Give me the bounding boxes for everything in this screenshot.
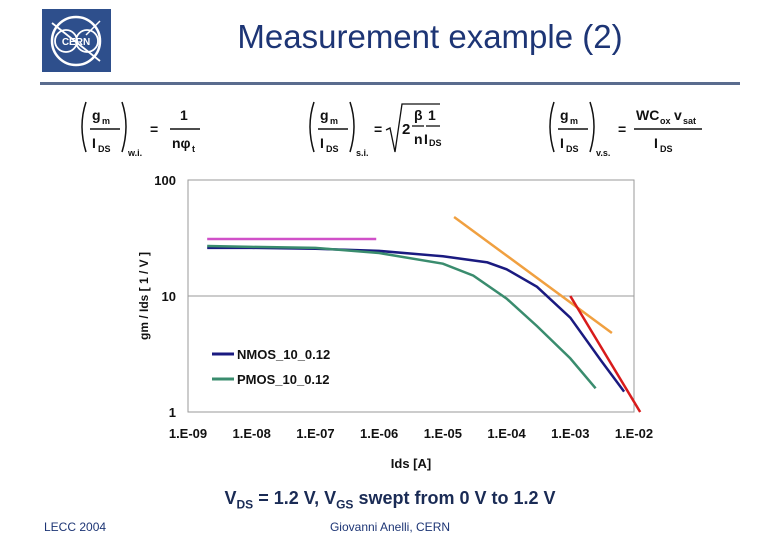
gm-ids-chart: 1 10 100 1.E-09 1.E-08 1.E-07 1.E-06 1.E-05 1.E-… (137, 173, 653, 471)
caption-ds-sub: DS (236, 497, 254, 512)
y-tick-label: 1 (169, 405, 176, 420)
footer-conference: LECC 2004 (44, 520, 107, 534)
cern-logo-mark: CERN (50, 15, 102, 67)
vs-gm: g (560, 107, 569, 123)
si-ids-root-sub: DS (429, 138, 442, 148)
y-tick-label: 100 (154, 173, 176, 188)
y-tick-label: 10 (162, 289, 176, 304)
data-series (207, 244, 626, 393)
formula-velocity-saturation: g m I DS v.s. = WC ox v sat I DS (549, 101, 702, 158)
wi-nphi: nφ (172, 135, 191, 151)
title-divider (40, 82, 740, 85)
y-axis-label: gm / Ids [ 1 / V ] (137, 252, 151, 340)
caption-v1: V (224, 488, 237, 508)
x-tick-label: 1.E-02 (615, 426, 653, 441)
x-axis-label: Ids [A] (391, 456, 431, 471)
wi-one: 1 (180, 107, 188, 123)
wi-t-sub: t (192, 144, 195, 154)
wi-ids: I (92, 135, 96, 151)
vs-sat-sub: sat (683, 116, 696, 126)
si-region: s.i. (356, 148, 369, 158)
tick-labels: 1 10 100 1.E-09 1.E-08 1.E-07 1.E-06 1.E-05 1.E-… (154, 173, 653, 441)
series-line (207, 244, 597, 390)
vs-region: v.s. (596, 148, 610, 158)
measurement-conditions: VDS = 1.2 V, VGS swept from 0 V to 1.2 V (0, 488, 780, 512)
si-beta: β (414, 107, 423, 123)
cern-logo: CERN (42, 9, 111, 72)
vs-gm-sub: m (570, 116, 578, 126)
wi-gm-sub: m (102, 116, 110, 126)
x-tick-label: 1.E-07 (296, 426, 334, 441)
si-ids-root: I (424, 131, 428, 147)
vs-ids-rhs-sub: DS (660, 144, 673, 154)
x-tick-label: 1.E-06 (360, 426, 398, 441)
si-two: 2 (402, 121, 410, 138)
plot-frame (187, 179, 635, 413)
caption-gs-sub: GS (336, 497, 354, 512)
slide-title: Measurement example (2) (237, 18, 623, 55)
series-line (207, 246, 626, 393)
x-tick-label: 1.E-08 (233, 426, 271, 441)
asymptote-line (569, 295, 642, 413)
si-one: 1 (428, 107, 436, 123)
si-gm-sub: m (330, 116, 338, 126)
caption-middle: = 1.2 V, V (253, 488, 337, 508)
x-tick-label: 1.E-05 (424, 426, 462, 441)
asymptote-line (453, 215, 613, 334)
asymptote-lines (207, 215, 642, 413)
si-ids: I (320, 135, 324, 151)
footer-author: Giovanni Anelli, CERN (329, 520, 451, 534)
wi-ids-sub: DS (98, 144, 111, 154)
si-ids-sub: DS (326, 144, 339, 154)
si-gm: g (320, 107, 329, 123)
x-tick-label: 1.E-04 (487, 426, 526, 441)
cern-logo-text: CERN (62, 37, 90, 48)
vs-v: v (674, 107, 682, 123)
vs-ids: I (560, 135, 564, 151)
vs-ids-sub: DS (566, 144, 579, 154)
formula-strong-inversion: g m I DS s.i. = 2 β n 1 I DS (309, 101, 442, 158)
vs-ox-sub: ox (660, 116, 671, 126)
x-tick-label: 1.E-03 (551, 426, 589, 441)
wi-region: w.i. (127, 148, 142, 158)
x-tick-label: 1.E-09 (169, 426, 207, 441)
vs-wc: WC (636, 107, 659, 123)
vs-ids-rhs: I (654, 135, 658, 151)
legend-label: PMOS_10_0.12 (237, 372, 330, 387)
formula-weak-inversion: g m I DS w.i. = 1 nφ t (81, 101, 200, 158)
si-n: n (414, 131, 423, 147)
si-eq: = (374, 121, 382, 137)
region-formulas: g m I DS w.i. = 1 nφ t g m I DS s.i. = 2… (81, 101, 702, 158)
caption-end: swept from 0 V to 1.2 V (353, 488, 556, 508)
chart-legend: NMOS_10_0.12 PMOS_10_0.12 (212, 347, 330, 387)
vs-eq: = (618, 121, 626, 137)
wi-gm: g (92, 107, 101, 123)
legend-label: NMOS_10_0.12 (237, 347, 330, 362)
wi-eq: = (150, 121, 158, 137)
